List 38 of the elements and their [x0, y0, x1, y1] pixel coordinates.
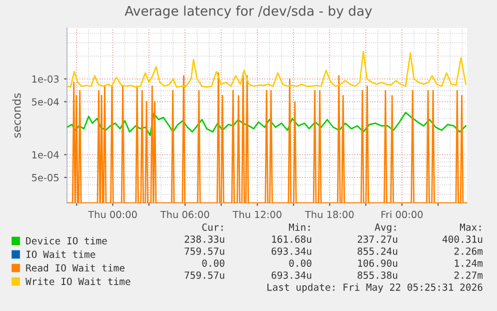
text: 2.26m [454, 247, 483, 255]
y-tick-label: 1e-04 [32, 151, 59, 158]
text: 759.57u [184, 247, 224, 255]
text: 693.34u [272, 247, 312, 255]
text: 0.00 [202, 259, 224, 267]
line-series [67, 50, 466, 88]
text: 855.38u [358, 271, 398, 279]
text: Cur: [202, 223, 223, 231]
text: 237.27u [358, 235, 398, 243]
text: 400.31u [442, 235, 482, 243]
line-series [67, 112, 466, 136]
x-tick-label: Thu 18:00 [304, 210, 354, 218]
chart-title: Average latency for /dev/sda - by day [124, 6, 372, 18]
text: 759.57u [184, 271, 224, 279]
x-tick-label: Fri 00:00 [382, 210, 423, 218]
text: 106.90u [358, 259, 398, 267]
x-tick-label: Thu 00:00 [88, 210, 137, 218]
text: Min: [288, 223, 310, 231]
y-tick-label: 5e-04 [32, 98, 59, 106]
text: Last update: Fri May 22 05:25:31 2026 [267, 283, 482, 293]
text: 161.68u [272, 235, 312, 243]
text: 855.24u [358, 247, 398, 255]
x-tick-label: Thu 12:00 [232, 210, 282, 218]
text: 238.33u [184, 235, 224, 243]
y-tick-label: 5e-05 [32, 174, 59, 182]
text: 693.34u [272, 271, 312, 279]
x-tick-label: Thu 06:00 [160, 210, 210, 218]
text: 0.00 [289, 259, 312, 267]
legend-label: Device IO time [26, 236, 107, 244]
y-axis-title: seconds [12, 93, 21, 138]
legend-label: Read IO Wait time [26, 264, 124, 272]
text: 2.27m [454, 271, 483, 279]
text: 1.24m [454, 259, 483, 267]
legend-label: IO Wait time [26, 250, 96, 258]
text: Avg: [374, 224, 396, 233]
y-tick-label: 1e-03 [32, 75, 59, 83]
text: Max: [460, 224, 481, 231]
legend-label: Write IO Wait time [26, 278, 130, 286]
